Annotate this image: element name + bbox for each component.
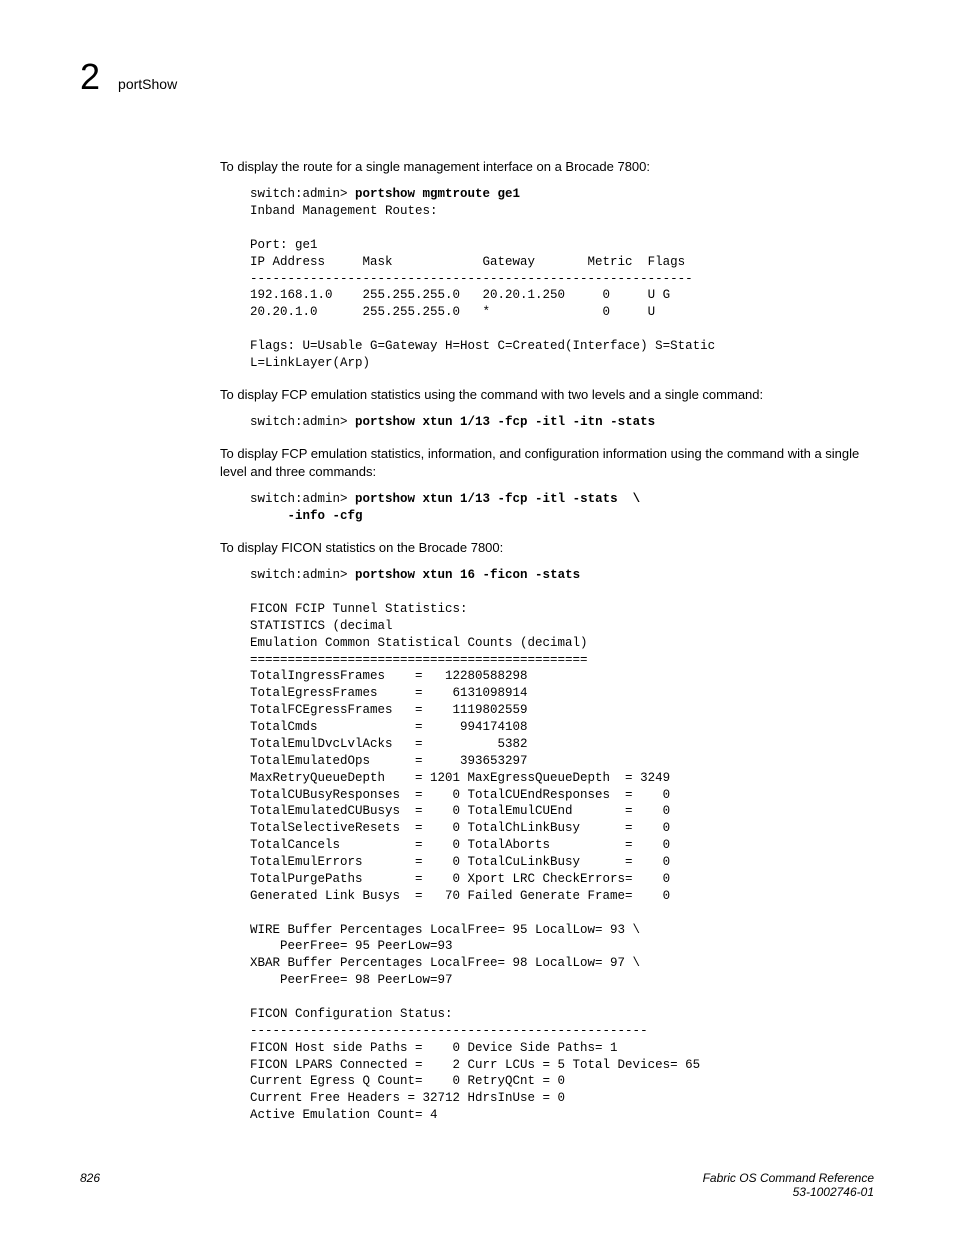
intro-text-1: To display the route for a single manage… (220, 158, 874, 176)
code-block-3: switch:admin> portshow xtun 1/13 -fcp -i… (250, 491, 874, 525)
code-block-2: switch:admin> portshow xtun 1/13 -fcp -i… (250, 414, 874, 431)
intro-text-3: To display FCP emulation statistics, inf… (220, 445, 874, 481)
intro-text-4: To display FICON statistics on the Broca… (220, 539, 874, 557)
doc-title: Fabric OS Command Reference (703, 1171, 874, 1185)
intro-text-2: To display FCP emulation statistics usin… (220, 386, 874, 404)
command: portshow xtun 16 -ficon -stats (355, 568, 580, 582)
doc-id: 53-1002746-01 (703, 1185, 874, 1199)
command: portshow mgmtroute ge1 (355, 187, 520, 201)
output: FICON FCIP Tunnel Statistics: STATISTICS… (250, 602, 700, 1122)
command: portshow xtun 1/13 -fcp -itl -itn -stats (355, 415, 655, 429)
code-block-4: switch:admin> portshow xtun 16 -ficon -s… (250, 567, 874, 1124)
page-header: 2 portShow (80, 56, 874, 98)
code-block-1: switch:admin> portshow mgmtroute ge1 Inb… (250, 186, 874, 372)
command-line-2: -info -cfg (250, 509, 363, 523)
footer-right: Fabric OS Command Reference 53-1002746-0… (703, 1171, 874, 1199)
prompt: switch:admin> (250, 187, 355, 201)
page-footer: 826 Fabric OS Command Reference 53-10027… (80, 1171, 874, 1199)
chapter-title: portShow (118, 76, 177, 92)
chapter-number: 2 (80, 56, 100, 98)
output: Inband Management Routes: Port: ge1 IP A… (250, 204, 715, 370)
prompt: switch:admin> (250, 492, 355, 506)
page-number: 826 (80, 1171, 100, 1199)
prompt: switch:admin> (250, 415, 355, 429)
command-line-1: portshow xtun 1/13 -fcp -itl -stats \ (355, 492, 640, 506)
prompt: switch:admin> (250, 568, 355, 582)
